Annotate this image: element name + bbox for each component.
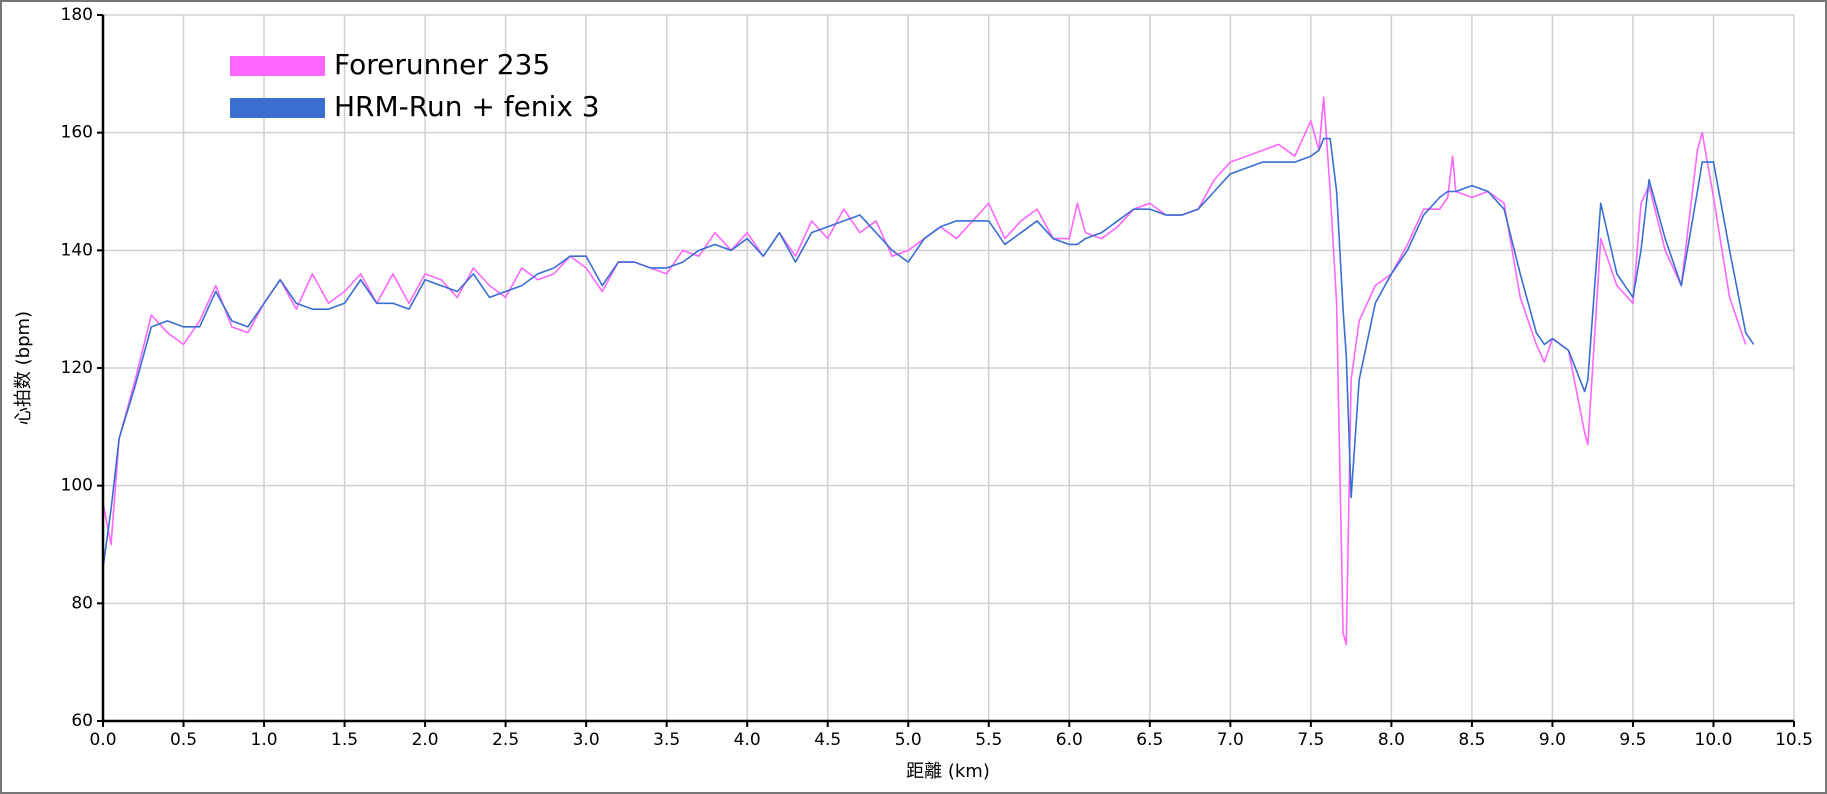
- y-tick-label: 160: [61, 123, 93, 143]
- y-tick-label: 60: [71, 711, 93, 731]
- series-line: [102, 137, 1755, 569]
- legend-label: HRM-Run + fenix 3: [334, 90, 600, 123]
- x-tick-label: 10.5: [1775, 730, 1813, 750]
- x-tick-label: 8.5: [1458, 730, 1485, 750]
- x-tick-label: 5.5: [975, 730, 1002, 750]
- y-tick-label: 120: [61, 358, 93, 378]
- legend-swatch: [230, 56, 325, 76]
- x-tick-label: 6.0: [1056, 730, 1083, 750]
- x-tick-label: 1.5: [331, 730, 358, 750]
- x-tick-label: 0.0: [89, 730, 116, 750]
- y-tick-label: 180: [61, 5, 93, 25]
- x-tick-label: 8.0: [1378, 730, 1405, 750]
- x-tick-label: 6.5: [1136, 730, 1163, 750]
- legend-label: Forerunner 235: [334, 48, 550, 81]
- y-tick-label: 140: [61, 240, 93, 260]
- x-tick-label: 9.0: [1539, 730, 1566, 750]
- x-tick-label: 2.0: [412, 730, 439, 750]
- x-tick-label: 10.0: [1695, 730, 1733, 750]
- x-tick-label: 7.0: [1217, 730, 1244, 750]
- x-tick-label: 3.5: [653, 730, 680, 750]
- x-tick-label: 5.0: [895, 730, 922, 750]
- x-axis-label: 距離 (km): [906, 761, 990, 782]
- legend-swatch: [230, 98, 325, 118]
- x-tick-label: 2.5: [492, 730, 519, 750]
- x-tick-label: 7.5: [1297, 730, 1324, 750]
- y-axis-label: 心拍数 (bpm): [13, 311, 34, 425]
- y-tick-label: 100: [61, 476, 93, 496]
- x-tick-label: 4.0: [734, 730, 761, 750]
- y-tick-label: 80: [71, 593, 93, 613]
- x-tick-label: 9.5: [1619, 730, 1646, 750]
- x-tick-label: 1.0: [251, 730, 278, 750]
- x-tick-label: 3.0: [573, 730, 600, 750]
- series-line: [102, 96, 1747, 646]
- x-tick-label: 4.5: [814, 730, 841, 750]
- x-tick-label: 0.5: [170, 730, 197, 750]
